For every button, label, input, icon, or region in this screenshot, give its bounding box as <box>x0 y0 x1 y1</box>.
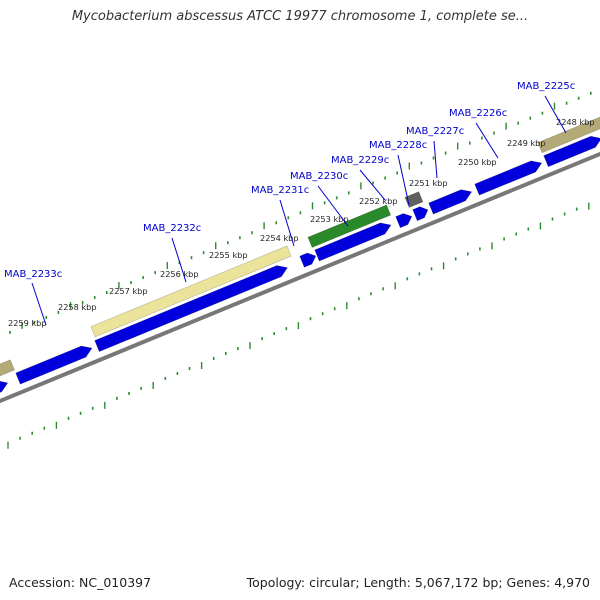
kbp-label: 2252 kbp <box>359 196 398 206</box>
cds-arrow-5[interactable] <box>314 219 394 262</box>
gene-leader-line <box>359 169 386 201</box>
gene-label[interactable]: MAB_2228c <box>369 140 427 151</box>
gene-bar-olive-right-shape[interactable] <box>537 115 600 154</box>
gene-bar-olive-left-shape[interactable] <box>0 359 15 384</box>
cds-arrow-8-shape[interactable] <box>428 186 474 215</box>
cds-arrow-2-shape[interactable] <box>15 343 95 385</box>
cds-arrow-1[interactable] <box>0 377 10 401</box>
gene-leader-line <box>544 95 567 134</box>
cds-arrow-4-shape[interactable] <box>299 250 318 268</box>
gene-label[interactable]: MAB_2227c <box>406 126 464 137</box>
gene-label[interactable]: MAB_2232c <box>143 223 201 234</box>
gene-leader-line <box>171 237 187 283</box>
gene-bar-green[interactable] <box>307 204 392 248</box>
inner-tick-track <box>7 202 590 449</box>
cds-arrow-7-shape[interactable] <box>412 204 431 222</box>
gene-bar-yellow[interactable] <box>90 245 292 338</box>
cds-arrow-9-shape[interactable] <box>474 157 544 196</box>
map-title: Mycobacterium abscessus ATCC 19977 chrom… <box>71 9 529 24</box>
cds-arrow-10[interactable] <box>543 133 600 168</box>
kbp-label: 2249 kbp <box>507 138 546 148</box>
gene-label[interactable]: MAB_2225c <box>517 81 575 92</box>
gene-bar-gray-shape[interactable] <box>404 191 424 208</box>
cds-arrow-3[interactable] <box>94 262 290 353</box>
backbone-line <box>0 151 600 404</box>
cds-arrow-6-shape[interactable] <box>395 211 414 229</box>
gene-leader-line <box>433 140 438 179</box>
kbp-label: 2253 kbp <box>310 214 349 224</box>
cds-arrow-4[interactable] <box>299 250 318 268</box>
kbp-label: 2248 kbp <box>556 117 595 127</box>
gene-bar-olive-right[interactable] <box>537 115 600 154</box>
gene-leader-line <box>279 199 295 247</box>
gene-label[interactable]: MAB_2230c <box>290 171 348 182</box>
cds-arrow-2[interactable] <box>15 343 95 385</box>
feature-labels: 2259 kbp 2258 kbp 2257 kbp 2256 kbp 2255 kbp… <box>4 81 595 328</box>
gene-bar-yellow-shape[interactable] <box>90 245 292 338</box>
kbp-label: 2258 kbp <box>58 302 97 312</box>
gene-bar-green-shape[interactable] <box>307 204 392 248</box>
gene-leader-line <box>31 282 47 326</box>
cds-arrow-5-shape[interactable] <box>314 219 394 262</box>
kbp-label: 2255 kbp <box>209 250 248 260</box>
cds-arrow-9[interactable] <box>474 157 544 196</box>
kbp-label: 2250 kbp <box>458 157 497 167</box>
gene-leader-line <box>317 185 349 227</box>
kbp-label: 2256 kbp <box>160 269 199 279</box>
cds-arrow-6[interactable] <box>395 211 414 229</box>
outer-tick-track <box>9 91 592 334</box>
kbp-label: 2254 kbp <box>260 233 299 243</box>
gene-leader-line <box>475 122 499 159</box>
gene-label[interactable]: MAB_2229c <box>331 155 389 166</box>
cds-arrow-7[interactable] <box>412 204 431 222</box>
cds-arrow-1-shape[interactable] <box>0 377 10 401</box>
cds-arrow-3-shape[interactable] <box>94 262 290 353</box>
cds-features[interactable] <box>0 133 600 401</box>
gene-label[interactable]: MAB_2233c <box>4 269 62 280</box>
cds-arrow-8[interactable] <box>428 186 474 215</box>
gene-label[interactable]: MAB_2226c <box>449 108 507 119</box>
chromosome-backbone <box>0 151 600 404</box>
gene-bar-olive-left[interactable] <box>0 359 15 384</box>
kbp-label: 2257 kbp <box>109 286 148 296</box>
kbp-label: 2251 kbp <box>409 178 448 188</box>
gene-leader-line <box>397 154 410 206</box>
gene-label[interactable]: MAB_2231c <box>251 185 309 196</box>
kbp-label: 2259 kbp <box>8 318 47 328</box>
cds-arrow-10-shape[interactable] <box>543 133 600 168</box>
gene-bar-gray[interactable] <box>404 191 424 208</box>
genome-summary-text: Topology: circular; Length: 5,067,172 bp… <box>246 575 590 590</box>
accession-text: Accession: NC_010397 <box>9 575 152 590</box>
gene-features[interactable] <box>0 115 600 384</box>
